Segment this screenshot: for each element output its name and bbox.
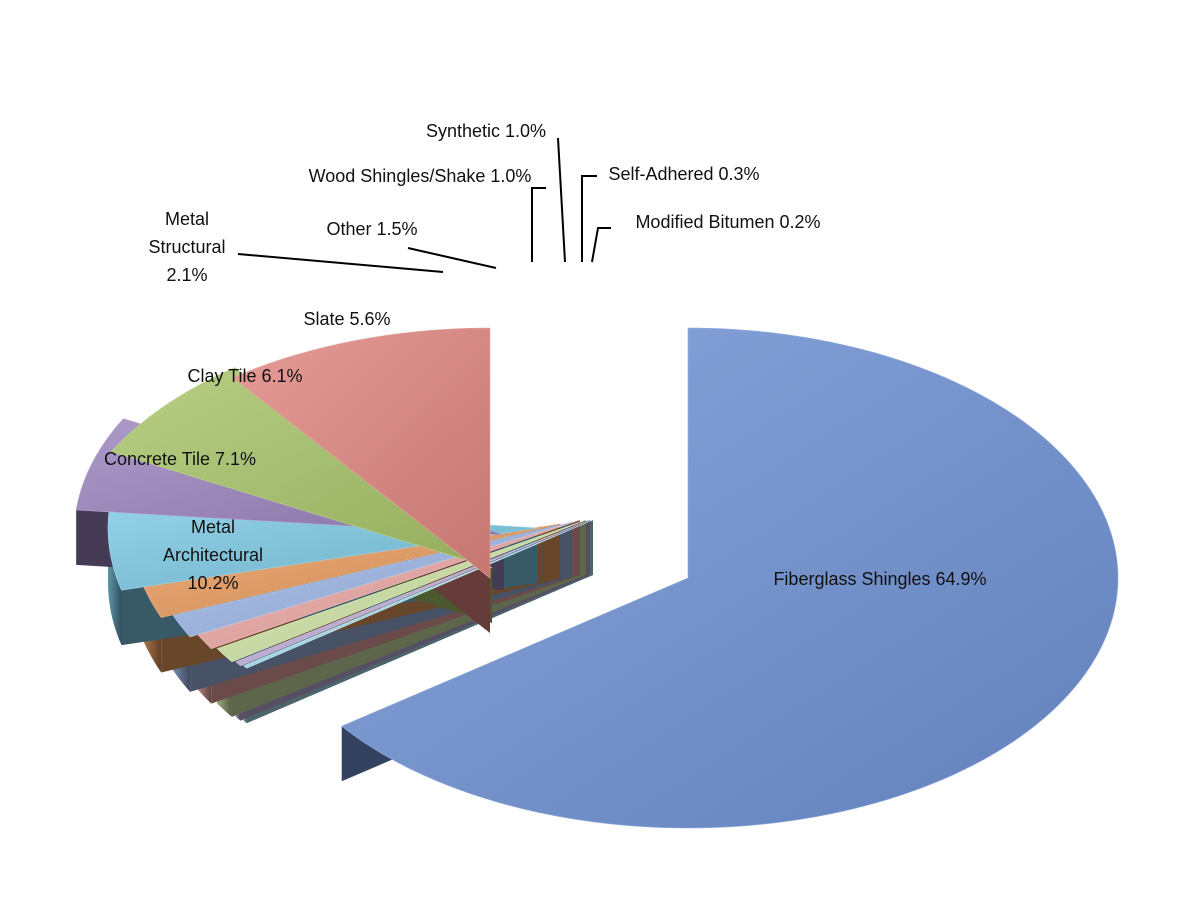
label-other: Other 1.5% [326, 219, 417, 239]
slice-edge-slate [108, 528, 122, 646]
label-metal-architectural: Metal Architectural 10.2% [163, 517, 263, 593]
leader-line-self-adhered [581, 175, 597, 262]
slice-labels: Fiberglass Shingles 64.9% Metal Architectu… [104, 121, 987, 593]
leader-line-wood-shingles-shake [531, 187, 546, 262]
label-modified-bitumen: Modified Bitumen 0.2% [635, 212, 820, 232]
pie-top-layer [75, 327, 1119, 829]
leader-line-modified-bitumen [591, 227, 611, 263]
slice-fiberglass-shingles [341, 327, 1119, 829]
label-metal-structural: Metal Structural 2.1% [148, 209, 225, 285]
leader-lines [237, 137, 611, 273]
leader-line-other [407, 247, 497, 269]
leader-line-metal-structural [237, 253, 444, 273]
label-line-metal-structural: Structural [148, 237, 225, 257]
slice-metal-architectural [232, 327, 491, 579]
leader-line-synthetic [557, 137, 566, 263]
label-concrete-tile: Concrete Tile 7.1% [104, 449, 256, 469]
label-line-metal-architectural: Metal [191, 517, 235, 537]
label-line-metal-structural: Metal [165, 209, 209, 229]
label-wood-shingles-shake: Wood Shingles/Shake 1.0% [309, 166, 532, 186]
label-synthetic: Synthetic 1.0% [426, 121, 546, 141]
slice-self-adhered [235, 519, 591, 667]
label-line-metal-architectural: Architectural [163, 545, 263, 565]
slice-synthetic [216, 519, 587, 663]
label-line-metal-architectural: 10.2% [187, 573, 238, 593]
slice-modified-bitumen [242, 519, 594, 669]
label-clay-tile: Clay Tile 6.1% [187, 366, 302, 386]
label-slate: Slate 5.6% [303, 309, 390, 329]
label-fiberglass-shingles: Fiberglass Shingles 64.9% [773, 569, 986, 589]
label-line-metal-structural: 2.1% [166, 265, 207, 285]
slice-concrete-tile [110, 367, 493, 569]
label-self-adhered: Self-Adhered 0.3% [608, 164, 759, 184]
